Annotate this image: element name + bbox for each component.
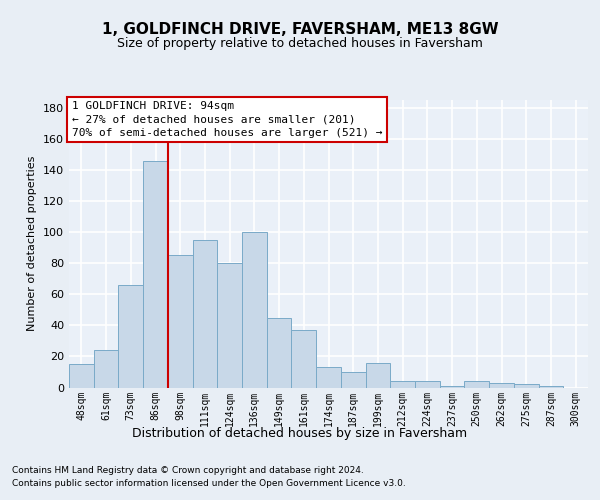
Bar xyxy=(316,368,341,388)
Bar xyxy=(365,362,390,388)
Text: 1, GOLDFINCH DRIVE, FAVERSHAM, ME13 8GW: 1, GOLDFINCH DRIVE, FAVERSHAM, ME13 8GW xyxy=(101,22,499,38)
Text: 1 GOLDFINCH DRIVE: 94sqm
← 27% of detached houses are smaller (201)
70% of semi-: 1 GOLDFINCH DRIVE: 94sqm ← 27% of detach… xyxy=(71,102,382,138)
Y-axis label: Number of detached properties: Number of detached properties xyxy=(28,156,37,332)
Bar xyxy=(489,383,514,388)
Text: Contains HM Land Registry data © Crown copyright and database right 2024.: Contains HM Land Registry data © Crown c… xyxy=(12,466,364,475)
Bar xyxy=(217,263,242,388)
Bar xyxy=(69,364,94,388)
Text: Contains public sector information licensed under the Open Government Licence v3: Contains public sector information licen… xyxy=(12,479,406,488)
Bar xyxy=(143,160,168,388)
Bar xyxy=(415,382,440,388)
Bar xyxy=(440,386,464,388)
Bar xyxy=(514,384,539,388)
Text: Distribution of detached houses by size in Faversham: Distribution of detached houses by size … xyxy=(133,428,467,440)
Bar xyxy=(242,232,267,388)
Bar xyxy=(539,386,563,388)
Bar xyxy=(193,240,217,388)
Bar xyxy=(118,285,143,388)
Bar xyxy=(168,256,193,388)
Bar xyxy=(94,350,118,388)
Bar xyxy=(464,382,489,388)
Bar xyxy=(341,372,365,388)
Bar xyxy=(267,318,292,388)
Bar xyxy=(292,330,316,388)
Text: Size of property relative to detached houses in Faversham: Size of property relative to detached ho… xyxy=(117,38,483,51)
Bar xyxy=(390,382,415,388)
